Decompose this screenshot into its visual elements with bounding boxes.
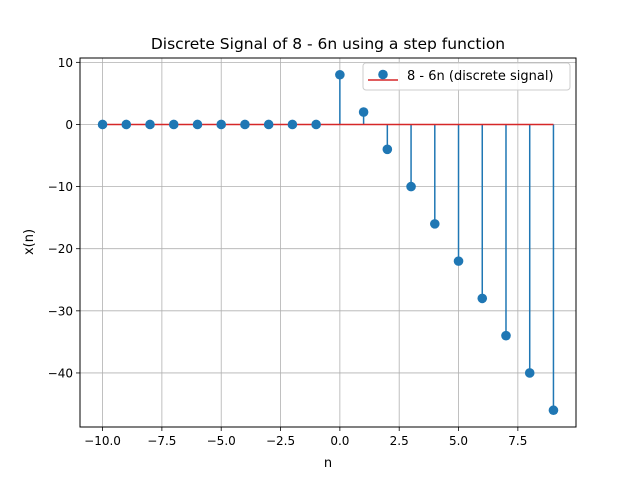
y-tick-label: −20: [48, 242, 73, 256]
markers: [97, 69, 559, 416]
stem-marker: [477, 293, 488, 304]
stem-marker: [406, 181, 416, 192]
legend: 8 - 6n (discrete signal): [362, 62, 571, 91]
stem-marker: [335, 69, 345, 80]
y-tick-label: −40: [48, 366, 73, 380]
stem-marker: [216, 119, 227, 130]
legend-marker-swatch: [378, 69, 388, 80]
x-tick-label: 5.0: [449, 434, 468, 448]
x-tick-label: −10.0: [84, 434, 121, 448]
x-axis-ticks: −10.0 −7.5 −5.0 −2.5 0.0 2.5 5.0 7.5: [84, 427, 527, 448]
stems: [339, 74, 555, 411]
y-tick-label: 0: [65, 118, 73, 132]
stem-marker: [453, 256, 464, 266]
stem-marker: [97, 119, 108, 130]
stem-marker: [524, 368, 535, 378]
y-tick-label: −30: [48, 304, 73, 318]
y-axis-ticks: 10 0 −10 −20 −30 −40: [48, 56, 80, 380]
plot-frame: [79, 57, 577, 428]
stem-marker: [263, 119, 274, 130]
stem-marker: [121, 119, 132, 130]
x-tick-label: −5.0: [207, 434, 236, 448]
stem-marker: [168, 119, 179, 130]
x-tick-label: 7.5: [508, 434, 527, 448]
legend-box: [362, 62, 571, 91]
x-tick-label: 0.0: [330, 434, 349, 448]
y-axis-label: x(n): [22, 229, 37, 255]
stem-marker: [358, 107, 369, 117]
x-axis-label: n: [324, 456, 332, 471]
stem-marker: [382, 144, 393, 155]
x-tick-label: −2.5: [266, 434, 295, 448]
chart-title: Discrete Signal of 8 - 6n using a step f…: [151, 35, 505, 53]
stem-marker: [240, 119, 250, 130]
stem-marker: [145, 119, 155, 130]
stem-marker: [501, 330, 511, 341]
legend-label: 8 - 6n (discrete signal): [407, 69, 554, 84]
stem-marker: [429, 219, 440, 229]
x-tick-label: −7.5: [147, 434, 176, 448]
y-tick-label: 10: [58, 56, 73, 70]
stem-marker: [287, 119, 298, 130]
x-tick-label: 2.5: [390, 434, 409, 448]
stem-marker: [548, 405, 559, 416]
y-tick-label: −10: [48, 180, 73, 194]
stem-marker: [311, 119, 321, 130]
stem-marker: [192, 119, 203, 130]
